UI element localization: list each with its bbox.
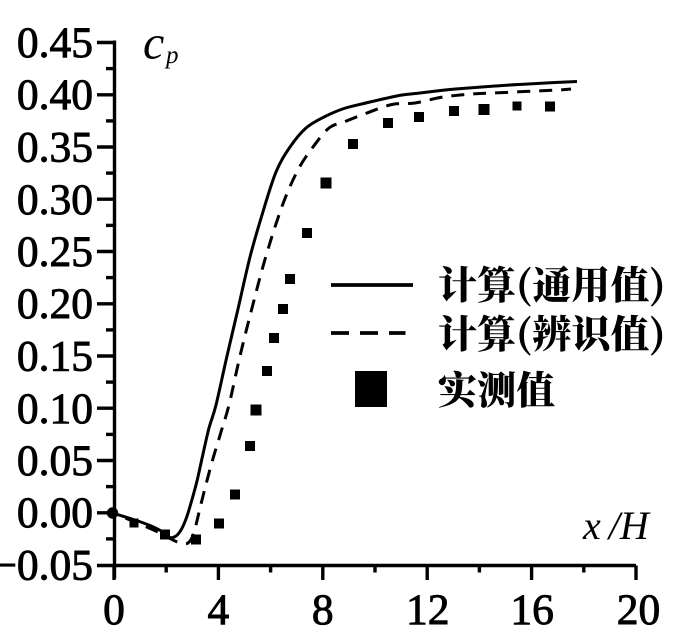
svg-text:8: 8 xyxy=(312,586,334,634)
svg-text:c: c xyxy=(143,17,164,70)
svg-text:0.00: 0.00 xyxy=(17,489,93,537)
svg-text:20: 20 xyxy=(617,586,661,634)
svg-text:0.45: 0.45 xyxy=(17,19,93,67)
svg-text:x /H: x /H xyxy=(582,503,651,548)
svg-text:0.05: 0.05 xyxy=(17,437,93,485)
svg-text:0.35: 0.35 xyxy=(17,124,93,172)
svg-text:0.10: 0.10 xyxy=(17,385,93,433)
svg-text:0.25: 0.25 xyxy=(17,228,93,276)
svg-text:0.20: 0.20 xyxy=(17,280,93,328)
svg-text:16: 16 xyxy=(510,586,554,634)
svg-text:12: 12 xyxy=(406,586,450,634)
svg-text:0.15: 0.15 xyxy=(17,333,93,381)
svg-text:−0.05: −0.05 xyxy=(0,542,93,590)
svg-text:p: p xyxy=(164,42,179,69)
svg-text:4: 4 xyxy=(208,586,230,634)
svg-text:0: 0 xyxy=(103,586,125,634)
svg-text:0.40: 0.40 xyxy=(17,71,93,119)
svg-text:0.30: 0.30 xyxy=(17,176,93,224)
